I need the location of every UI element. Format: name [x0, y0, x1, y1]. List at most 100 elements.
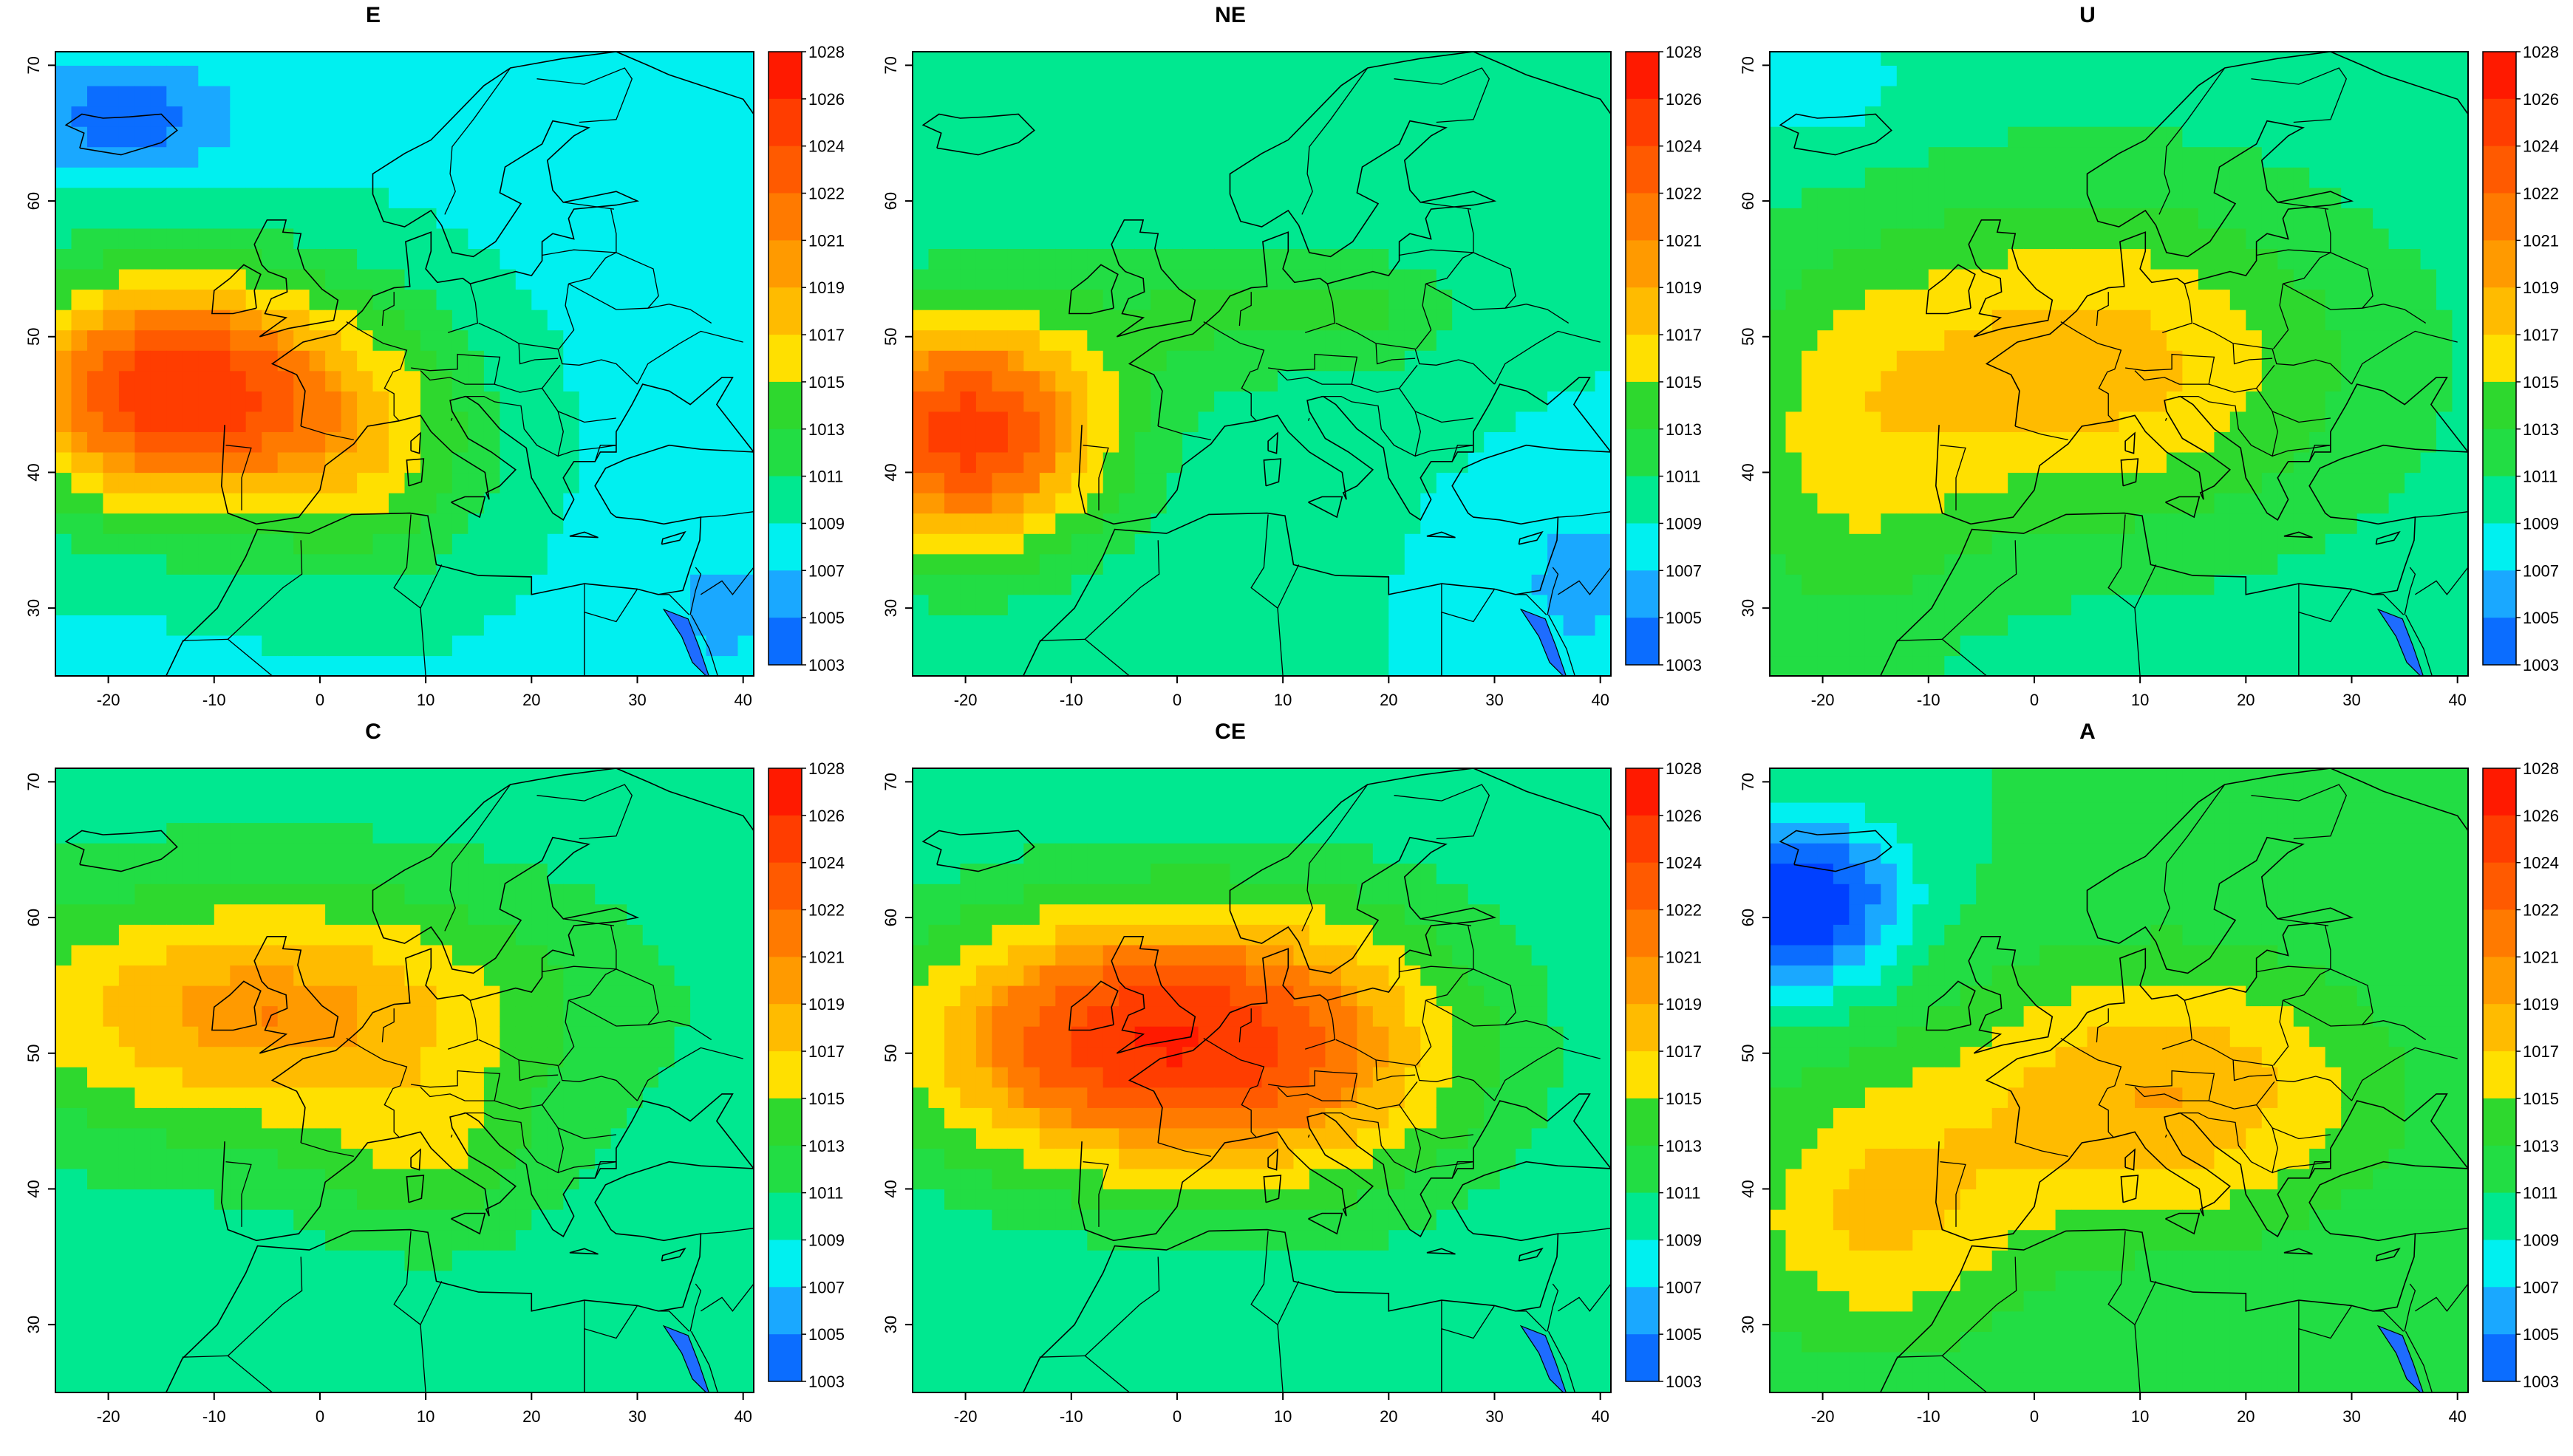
pressure-cell	[198, 768, 215, 782]
pressure-cell	[118, 1107, 135, 1129]
pressure-cell	[293, 65, 310, 86]
map-panel-e: E -20 -10 0 10 20 30 40 30 40 50 60 70 1028 1026 1024 10…	[0, 0, 857, 717]
pressure-cell	[1357, 106, 1374, 127]
pressure-cell	[563, 52, 580, 66]
pressure-cell	[563, 350, 580, 372]
pressure-cell	[182, 1189, 199, 1210]
pressure-cell	[1182, 65, 1199, 86]
border-line	[1941, 638, 1987, 676]
pressure-cell	[468, 208, 485, 229]
pressure-cell	[2420, 350, 2437, 372]
pressure-cell	[277, 1310, 294, 1332]
pressure-cell	[737, 228, 754, 249]
pressure-cell	[1039, 208, 1056, 229]
pressure-cell	[1484, 411, 1501, 432]
pressure-cell	[1278, 187, 1295, 208]
x-tick-label: -20	[1811, 691, 1835, 709]
pressure-cell	[2150, 615, 2167, 636]
pressure-cell	[2452, 329, 2468, 351]
pressure-cell	[1039, 350, 1056, 372]
pressure-cell	[547, 208, 564, 229]
pressure-cell	[1436, 146, 1453, 168]
pressure-cell	[2103, 350, 2120, 372]
pressure-cell	[1055, 167, 1072, 188]
pressure-cell	[150, 1351, 167, 1373]
pressure-cell	[2166, 655, 2183, 676]
pressure-cell	[55, 431, 72, 453]
pressure-cell	[198, 329, 215, 351]
colorbar-label: 1022	[808, 185, 845, 203]
pressure-cell	[182, 370, 199, 392]
pressure-cell	[1182, 248, 1199, 270]
pressure-cell	[2150, 85, 2167, 107]
pressure-cell	[166, 1189, 183, 1210]
pressure-cell	[1531, 52, 1548, 66]
pressure-cell	[404, 533, 421, 555]
pressure-cell	[293, 635, 310, 657]
pressure-cell	[579, 289, 596, 310]
pressure-cell	[1230, 126, 1247, 148]
pressure-cell	[1499, 310, 1516, 331]
pressure-cell	[722, 350, 739, 372]
pressure-cell	[2023, 85, 2040, 107]
pressure-cell	[722, 106, 739, 127]
pressure-cell	[1230, 533, 1247, 555]
pressure-cell	[2452, 167, 2468, 188]
colorbar: 1028102610241022102110191017101510131011…	[2482, 43, 2559, 674]
pressure-cell	[2150, 248, 2167, 270]
border-line	[411, 353, 501, 385]
colorbar-frame	[2482, 51, 2517, 666]
pressure-cell	[71, 391, 88, 412]
pressure-cell	[71, 350, 88, 372]
pressure-cell	[214, 903, 231, 925]
pressure-cell	[372, 615, 389, 636]
pressure-cell	[2055, 208, 2072, 229]
pressure-cell	[1833, 451, 1850, 474]
pressure-cell	[1436, 615, 1453, 636]
pressure-cell	[1198, 391, 1215, 412]
pressure-cell	[1278, 65, 1295, 86]
pressure-cell	[992, 615, 1009, 636]
pressure-cell	[118, 615, 135, 636]
border-line	[1375, 343, 1416, 365]
pressure-cell	[198, 782, 215, 803]
pressure-cell	[1516, 187, 1533, 208]
pressure-cell	[960, 391, 977, 412]
pressure-cell	[992, 533, 1009, 555]
pressure-cell	[389, 289, 406, 310]
pressure-cell	[1516, 65, 1533, 86]
pressure-cell	[309, 208, 326, 229]
pressure-cell	[71, 615, 88, 636]
pressure-cell	[1404, 655, 1421, 676]
pressure-cell	[166, 615, 183, 636]
pressure-cell	[2356, 228, 2373, 249]
x-tick-label: 30	[628, 691, 646, 709]
pressure-cell	[1881, 52, 1898, 66]
pressure-cell	[2309, 167, 2326, 188]
pressure-cell	[1166, 350, 1183, 372]
pressure-cell	[2325, 310, 2342, 331]
pressure-cell	[1420, 391, 1437, 412]
pressure-cell	[1151, 451, 1168, 474]
pressure-cell	[309, 350, 326, 372]
pressure-cell	[1531, 493, 1548, 514]
pressure-cell	[198, 1310, 215, 1332]
pressure-cell	[150, 391, 167, 412]
pressure-cell	[2166, 472, 2183, 493]
pressure-cell	[595, 126, 612, 148]
pressure-cell	[55, 1189, 72, 1210]
pressure-cell	[230, 1209, 247, 1231]
pressure-cell	[1119, 248, 1136, 270]
red-sea	[2376, 608, 2424, 676]
pressure-cell	[992, 370, 1009, 392]
pressure-cell	[1119, 350, 1136, 372]
pressure-cell	[1023, 574, 1040, 595]
pressure-cell	[1864, 553, 1881, 575]
pressure-cell	[325, 513, 342, 534]
pressure-cell	[960, 106, 977, 127]
pressure-cell	[150, 1310, 167, 1332]
pressure-cell	[579, 553, 596, 575]
pressure-cell	[2325, 431, 2342, 453]
pressure-cell	[2119, 350, 2136, 372]
pressure-cell	[1420, 533, 1437, 555]
